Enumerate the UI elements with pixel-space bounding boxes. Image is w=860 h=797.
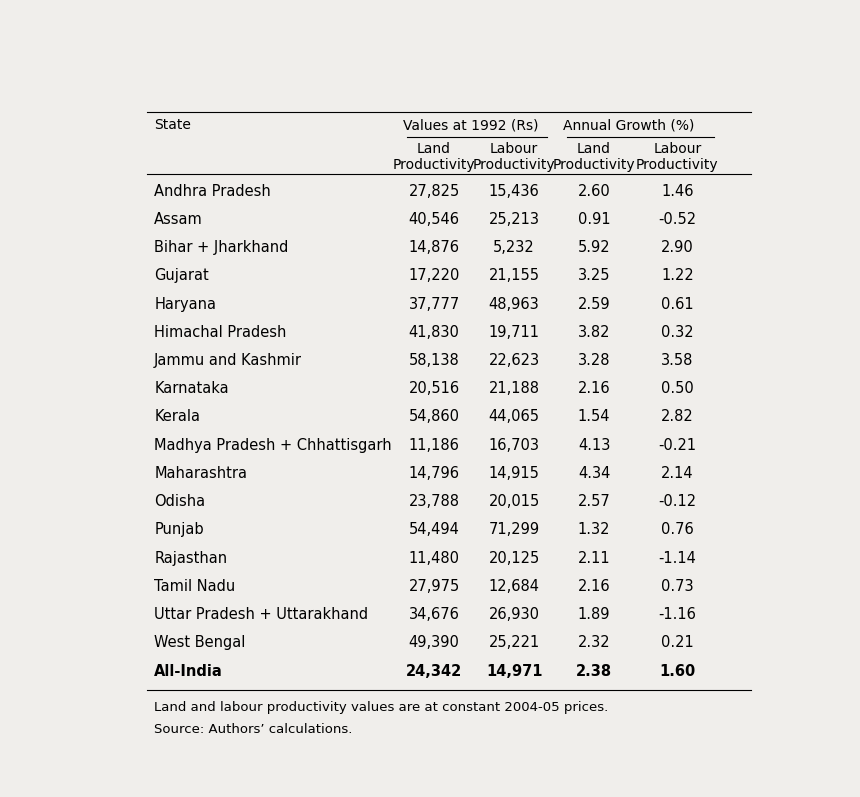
Text: Rajasthan: Rajasthan <box>154 551 227 566</box>
Text: 2.11: 2.11 <box>578 551 611 566</box>
Text: 5.92: 5.92 <box>578 240 611 255</box>
Text: Bihar + Jharkhand: Bihar + Jharkhand <box>154 240 288 255</box>
Text: 23,788: 23,788 <box>408 494 459 509</box>
Text: 24,342: 24,342 <box>406 664 462 678</box>
Text: 0.91: 0.91 <box>578 212 611 227</box>
Text: 71,299: 71,299 <box>488 522 539 537</box>
Text: Punjab: Punjab <box>154 522 204 537</box>
Text: 0.73: 0.73 <box>661 579 694 594</box>
Text: Land and labour productivity values are at constant 2004-05 prices.: Land and labour productivity values are … <box>154 701 608 714</box>
Text: 21,155: 21,155 <box>488 269 539 283</box>
Text: Land
Productivity: Land Productivity <box>553 142 636 172</box>
Text: 0.21: 0.21 <box>661 635 694 650</box>
Text: 2.59: 2.59 <box>578 296 611 312</box>
Text: 1.46: 1.46 <box>661 183 694 198</box>
Text: 4.13: 4.13 <box>578 438 611 453</box>
Text: 26,930: 26,930 <box>488 607 539 622</box>
Text: 37,777: 37,777 <box>408 296 460 312</box>
Text: 2.82: 2.82 <box>661 410 694 425</box>
Text: 0.61: 0.61 <box>661 296 694 312</box>
Text: 44,065: 44,065 <box>488 410 539 425</box>
Text: Madhya Pradesh + Chhattisgarh: Madhya Pradesh + Chhattisgarh <box>154 438 392 453</box>
Text: Assam: Assam <box>154 212 203 227</box>
Text: 58,138: 58,138 <box>408 353 459 368</box>
Text: Gujarat: Gujarat <box>154 269 209 283</box>
Text: 11,186: 11,186 <box>408 438 459 453</box>
Text: 5,232: 5,232 <box>493 240 535 255</box>
Text: Himachal Pradesh: Himachal Pradesh <box>154 325 286 340</box>
Text: 1.32: 1.32 <box>578 522 611 537</box>
Text: -1.16: -1.16 <box>659 607 697 622</box>
Text: State: State <box>154 118 191 132</box>
Text: 54,860: 54,860 <box>408 410 459 425</box>
Text: 14,796: 14,796 <box>408 466 459 481</box>
Text: Maharashtra: Maharashtra <box>154 466 247 481</box>
Text: Kerala: Kerala <box>154 410 200 425</box>
Text: 49,390: 49,390 <box>408 635 459 650</box>
Text: 20,516: 20,516 <box>408 381 459 396</box>
Text: 3.58: 3.58 <box>661 353 693 368</box>
Text: 14,876: 14,876 <box>408 240 459 255</box>
Text: 17,220: 17,220 <box>408 269 460 283</box>
Text: Uttar Pradesh + Uttarakhand: Uttar Pradesh + Uttarakhand <box>154 607 368 622</box>
Text: Annual Growth (%): Annual Growth (%) <box>563 118 695 132</box>
Text: -0.21: -0.21 <box>658 438 697 453</box>
Text: 4.34: 4.34 <box>578 466 611 481</box>
Text: 40,546: 40,546 <box>408 212 459 227</box>
Text: 16,703: 16,703 <box>488 438 539 453</box>
Text: 2.32: 2.32 <box>578 635 611 650</box>
Text: Land
Productivity: Land Productivity <box>393 142 476 172</box>
Text: 11,480: 11,480 <box>408 551 459 566</box>
Text: 1.89: 1.89 <box>578 607 611 622</box>
Text: 2.38: 2.38 <box>576 664 612 678</box>
Text: 3.28: 3.28 <box>578 353 611 368</box>
Text: 27,825: 27,825 <box>408 183 460 198</box>
Text: 0.32: 0.32 <box>661 325 694 340</box>
Text: 12,684: 12,684 <box>488 579 539 594</box>
Text: -0.12: -0.12 <box>658 494 697 509</box>
Text: 1.22: 1.22 <box>661 269 694 283</box>
Text: 54,494: 54,494 <box>408 522 459 537</box>
Text: 22,623: 22,623 <box>488 353 539 368</box>
Text: Andhra Pradesh: Andhra Pradesh <box>154 183 271 198</box>
Text: 20,125: 20,125 <box>488 551 540 566</box>
Text: 0.76: 0.76 <box>661 522 694 537</box>
Text: West Bengal: West Bengal <box>154 635 246 650</box>
Text: Odisha: Odisha <box>154 494 206 509</box>
Text: 2.16: 2.16 <box>578 381 611 396</box>
Text: 21,188: 21,188 <box>488 381 539 396</box>
Text: 1.60: 1.60 <box>660 664 696 678</box>
Text: 2.14: 2.14 <box>661 466 694 481</box>
Text: Tamil Nadu: Tamil Nadu <box>154 579 236 594</box>
Text: 34,676: 34,676 <box>408 607 459 622</box>
Text: 19,711: 19,711 <box>488 325 539 340</box>
Text: 1.54: 1.54 <box>578 410 611 425</box>
Text: Karnataka: Karnataka <box>154 381 229 396</box>
Text: -0.52: -0.52 <box>658 212 697 227</box>
Text: 0.50: 0.50 <box>661 381 694 396</box>
Text: 2.16: 2.16 <box>578 579 611 594</box>
Text: 2.57: 2.57 <box>578 494 611 509</box>
Text: 14,915: 14,915 <box>488 466 539 481</box>
Text: Labour
Productivity: Labour Productivity <box>473 142 556 172</box>
Text: 15,436: 15,436 <box>488 183 539 198</box>
Text: All-India: All-India <box>154 664 223 678</box>
Text: Labour
Productivity: Labour Productivity <box>636 142 719 172</box>
Text: 3.25: 3.25 <box>578 269 611 283</box>
Text: 41,830: 41,830 <box>408 325 459 340</box>
Text: Jammu and Kashmir: Jammu and Kashmir <box>154 353 302 368</box>
Text: Values at 1992 (Rs): Values at 1992 (Rs) <box>403 118 538 132</box>
Text: 48,963: 48,963 <box>488 296 539 312</box>
Text: 14,971: 14,971 <box>486 664 543 678</box>
Text: 20,015: 20,015 <box>488 494 540 509</box>
Text: Source: Authors’ calculations.: Source: Authors’ calculations. <box>154 724 353 736</box>
Text: Haryana: Haryana <box>154 296 216 312</box>
Text: 2.60: 2.60 <box>578 183 611 198</box>
Text: 27,975: 27,975 <box>408 579 460 594</box>
Text: 25,221: 25,221 <box>488 635 540 650</box>
Text: 2.90: 2.90 <box>661 240 694 255</box>
Text: 3.82: 3.82 <box>578 325 611 340</box>
Text: -1.14: -1.14 <box>659 551 697 566</box>
Text: 25,213: 25,213 <box>488 212 539 227</box>
